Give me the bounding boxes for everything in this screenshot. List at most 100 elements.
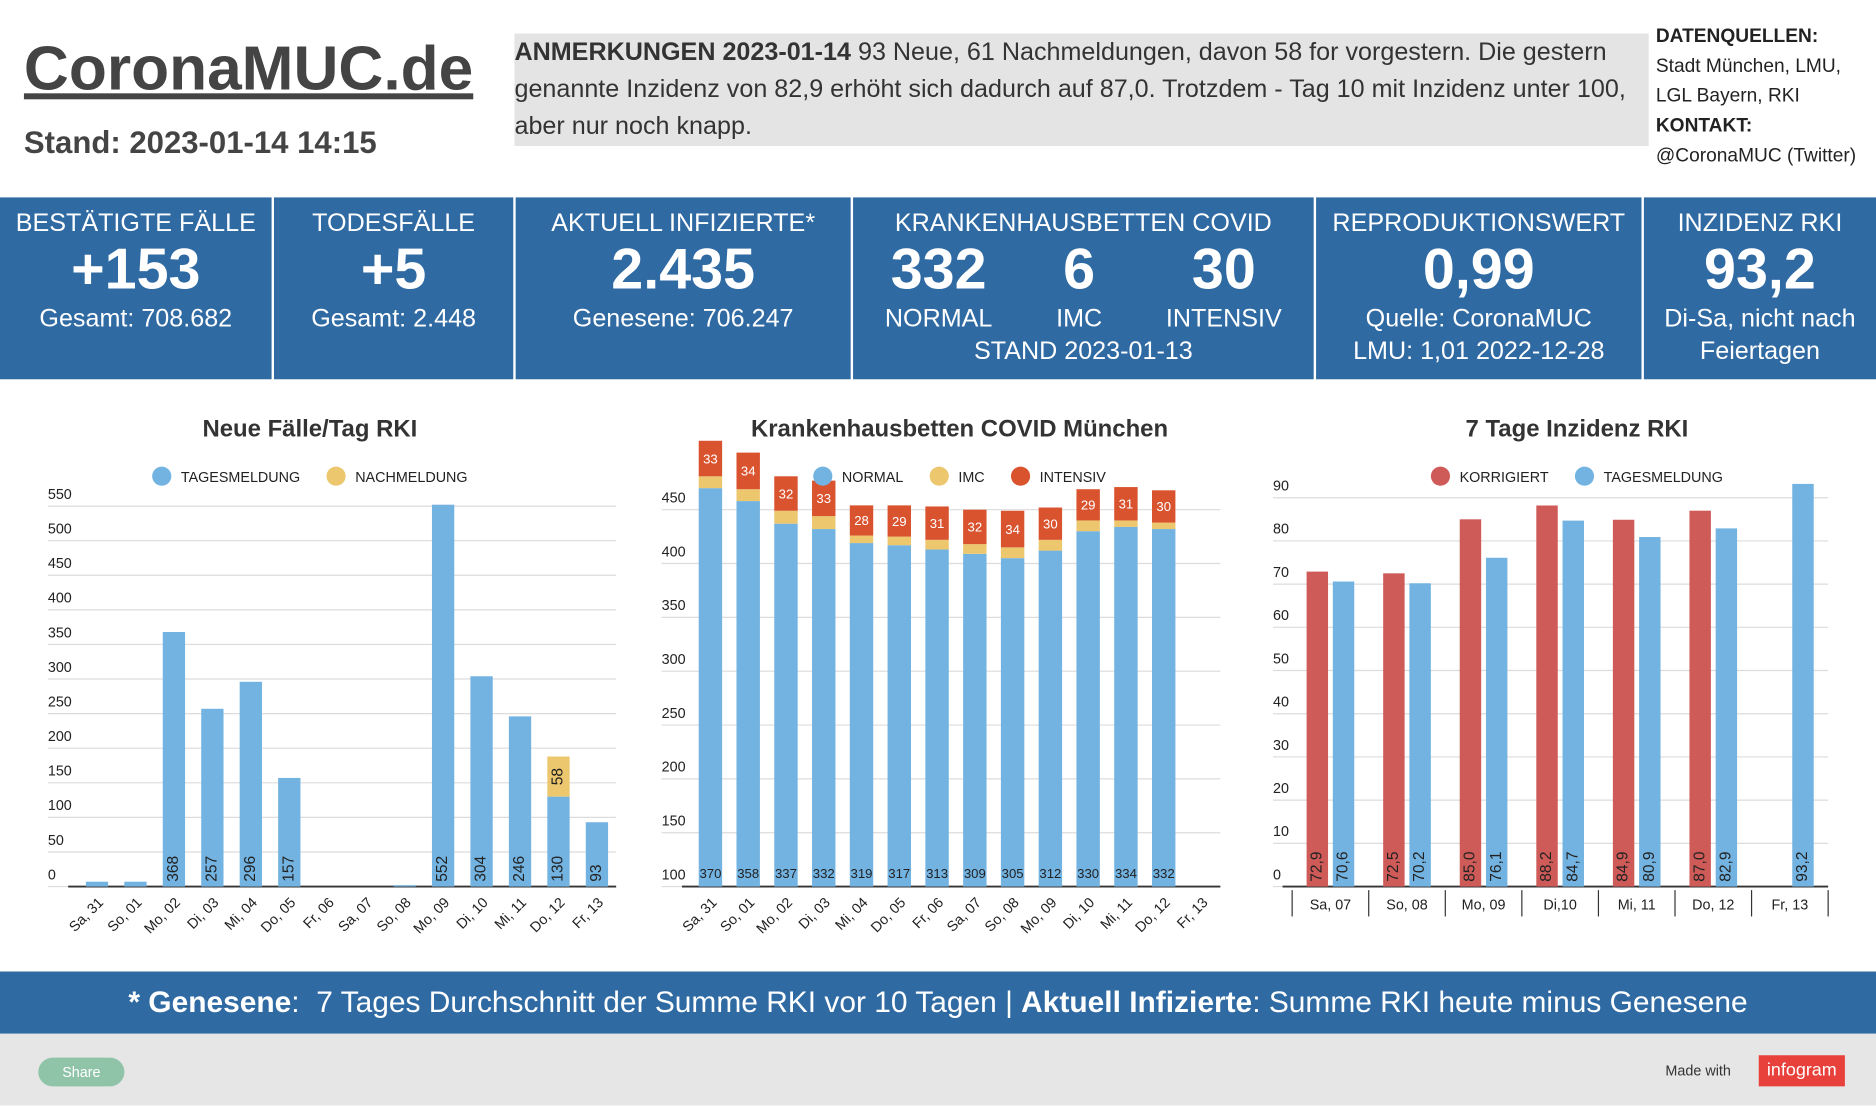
contact-text: @CoronaMUC (Twitter)	[1655, 145, 1857, 167]
y-tick-label: 350	[48, 625, 72, 641]
bar	[887, 536, 911, 546]
value-label: 358	[737, 866, 759, 881]
kpi-value: 2.435	[611, 238, 756, 302]
bar	[547, 756, 570, 797]
bar	[774, 510, 798, 524]
bar	[1792, 483, 1814, 887]
x-tick-label: Fr, 06	[910, 895, 947, 932]
kpi-title: AKTUELL INFIZIERTE*	[551, 209, 816, 237]
legend-label: NORMAL	[842, 470, 903, 486]
footer-bold: Aktuell Infizierte	[1021, 985, 1253, 1020]
x-tick-label: Sa, 31	[66, 895, 107, 936]
kpi-item: 6 IMC	[1056, 238, 1102, 335]
x-tick-label: Mi, 04	[833, 895, 872, 934]
value-label: 257	[203, 856, 220, 882]
bar	[1715, 528, 1738, 887]
x-tick-label: Di, 10	[1060, 895, 1098, 933]
footer-note: * Genesene: 7 Tages Durchschnitt der Sum…	[0, 971, 1876, 1034]
value-label: 370	[699, 866, 721, 881]
value-label: 87,0	[1691, 851, 1708, 882]
site-title: CoronaMUC.de	[23, 34, 474, 105]
bar	[124, 881, 147, 887]
legend-label: TAGESMELDUNG	[181, 470, 300, 486]
y-tick-label: 300	[48, 660, 72, 676]
legend-swatch	[1574, 466, 1595, 486]
bar	[1639, 537, 1661, 887]
bar	[925, 506, 949, 540]
x-tick-label: Mi, 04	[222, 895, 261, 934]
x-tick-label: Mo, 02	[754, 895, 796, 937]
y-tick-label: 150	[48, 764, 72, 780]
bar	[239, 681, 262, 887]
value-label: 32	[779, 486, 794, 501]
kpi-trio: 332 NORMAL 6 IMC 30 INTENSIV	[853, 238, 1314, 335]
x-tick-label: Mi, 11	[492, 895, 530, 933]
y-tick-label: 90	[1273, 479, 1289, 495]
y-tick-label: 200	[48, 729, 72, 745]
kpi-box: AKTUELL INFIZIERTE* 2.435 Genesene: 706.…	[515, 197, 851, 380]
x-tick-label: So, 01	[718, 895, 759, 936]
kpi-item: 332 NORMAL	[885, 238, 993, 335]
x-tick-label: Mo, 02	[142, 895, 184, 937]
value-label: 93	[588, 864, 605, 881]
bar	[963, 553, 987, 887]
bar	[1000, 510, 1025, 548]
y-tick-label: 400	[662, 544, 686, 560]
made-with: Made with	[1665, 1062, 1731, 1080]
bar	[698, 476, 723, 489]
bar	[736, 452, 760, 490]
value-label: 29	[1081, 498, 1096, 513]
legend: KORRIGIERT TAGESMELDUNG	[1430, 466, 1723, 486]
bar	[1000, 558, 1025, 887]
footer-bold: * Genesene	[128, 985, 292, 1020]
x-tick-label: Fr, 13	[1174, 895, 1211, 932]
value-label: 246	[511, 856, 528, 882]
value-label: 31	[930, 516, 945, 531]
bar	[812, 480, 836, 517]
kpi-value: 0,99	[1422, 238, 1535, 302]
kpi-item-label: INTENSIV	[1165, 305, 1282, 333]
bar	[1114, 487, 1138, 521]
value-label: 29	[892, 514, 907, 529]
x-tick-label: Sa, 07	[336, 895, 377, 936]
y-tick-label: 40	[1273, 695, 1289, 711]
value-label: 304	[473, 855, 490, 881]
x-tick-label: Di, 03	[796, 895, 834, 933]
y-tick-label: 20	[1273, 781, 1289, 797]
notes-box: ANMERKUNGEN 2023-01-14 93 Neue, 61 Nachm…	[514, 33, 1649, 146]
y-tick-label: 50	[48, 833, 64, 849]
legend-label: NACHMELDUNG	[355, 470, 467, 486]
x-tick-label: Fr, 13	[1772, 897, 1809, 913]
kpi-title: INZIDENZ RKI	[1677, 209, 1843, 237]
value-label: 33	[703, 451, 718, 466]
value-label: 70,2	[1411, 852, 1428, 882]
y-tick-label: 100	[48, 798, 72, 814]
value-label: 72,9	[1308, 852, 1325, 882]
value-label: 317	[888, 866, 910, 881]
kpi-title: KRANKENHAUSBETTEN COVID	[894, 209, 1272, 237]
legend-swatch	[152, 466, 172, 486]
y-tick-label: 0	[1273, 867, 1281, 883]
value-label: 305	[1002, 866, 1024, 881]
share-button[interactable]: Share	[38, 1057, 125, 1087]
value-label: 157	[280, 856, 297, 882]
bar	[1383, 573, 1405, 887]
x-tick-label: Do, 12	[1133, 895, 1174, 936]
bar	[925, 549, 949, 887]
kpi-title: TODESFÄLLE	[312, 209, 476, 237]
x-tick-label: So, 01	[105, 895, 146, 936]
legend-label: INTENSIV	[1040, 470, 1107, 486]
x-tick-label: Sa, 07	[1310, 897, 1351, 913]
value-label: 28	[854, 513, 869, 528]
bar	[1151, 529, 1176, 887]
kpi-item-label: IMC	[1056, 305, 1103, 333]
y-tick-label: 100	[662, 867, 686, 883]
bar	[1151, 490, 1176, 523]
brand: infogram	[1758, 1055, 1845, 1087]
footer-text: : Summe RKI heute minus Genesene	[1252, 985, 1748, 1020]
x-tick-label: Fr, 13	[570, 895, 607, 932]
value-label: 309	[964, 866, 986, 881]
contact-label: KONTAKT:	[1655, 116, 1753, 137]
bar	[201, 708, 224, 887]
bar	[1114, 520, 1138, 527]
